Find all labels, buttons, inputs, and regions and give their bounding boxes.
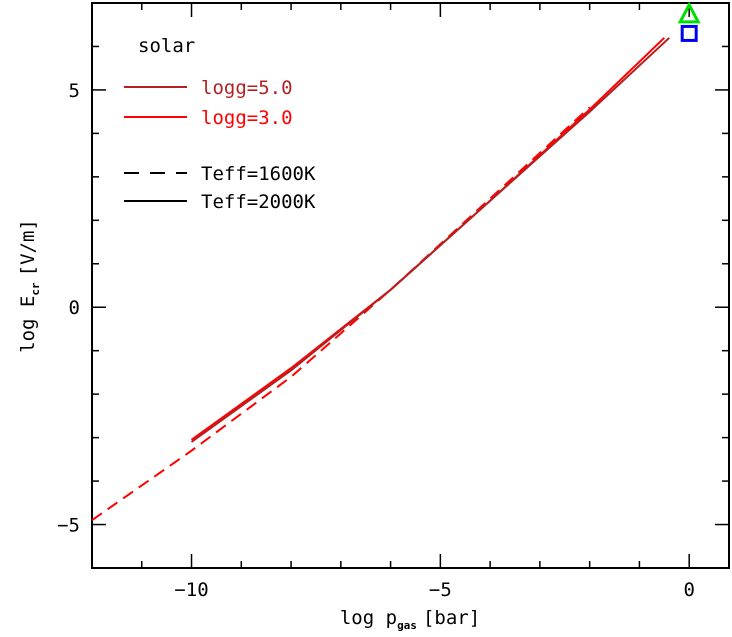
series-layer bbox=[91, 37, 670, 522]
x-axis-label-tail: [bar] bbox=[423, 607, 480, 629]
x-tick-label-1: −5 bbox=[429, 579, 452, 601]
y-axis-label: log Ecr [V/m] bbox=[17, 219, 42, 353]
y-axis-label-tail: [V/m] bbox=[17, 219, 39, 276]
x-tick-label-0: −10 bbox=[174, 579, 208, 601]
marker-square-1 bbox=[680, 24, 698, 42]
x-axis-label: log pgas [bar] bbox=[340, 607, 480, 632]
series-line-2 bbox=[190, 37, 670, 443]
marker-layer bbox=[677, 1, 701, 42]
legend-label-0: logg=5.0 bbox=[201, 77, 293, 99]
legend-label-2: Teff=1600K bbox=[201, 163, 316, 185]
y-tick-label-1: 0 bbox=[69, 297, 80, 319]
x-axis-label-sub: gas bbox=[397, 619, 417, 632]
legend-label-3: Teff=2000K bbox=[201, 191, 316, 213]
y-axis-label-sub: cr bbox=[29, 282, 42, 296]
plot-frame bbox=[91, 2, 730, 569]
series-line-0 bbox=[91, 106, 591, 522]
annotation-text: solar bbox=[138, 35, 195, 57]
x-axis-label-main: log p bbox=[340, 607, 397, 629]
x-tick-label-2: 0 bbox=[683, 579, 694, 601]
legend-label-1: logg=3.0 bbox=[201, 107, 293, 129]
axis-ticks bbox=[92, 3, 729, 568]
tick-labels: −10 −5 0 −5 0 5 bbox=[57, 80, 695, 601]
legend: logg=5.0 logg=3.0 Teff=1600K Teff=2000K bbox=[124, 77, 316, 213]
y-tick-label-0: −5 bbox=[57, 515, 80, 537]
marker-triangle-0 bbox=[677, 1, 701, 24]
y-tick-label-2: 5 bbox=[69, 80, 80, 102]
y-axis-label-main: log E bbox=[17, 296, 39, 353]
